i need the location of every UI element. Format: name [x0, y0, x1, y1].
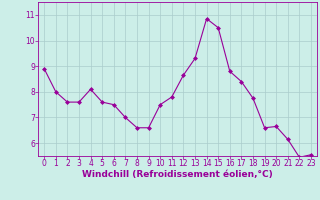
X-axis label: Windchill (Refroidissement éolien,°C): Windchill (Refroidissement éolien,°C): [82, 170, 273, 179]
